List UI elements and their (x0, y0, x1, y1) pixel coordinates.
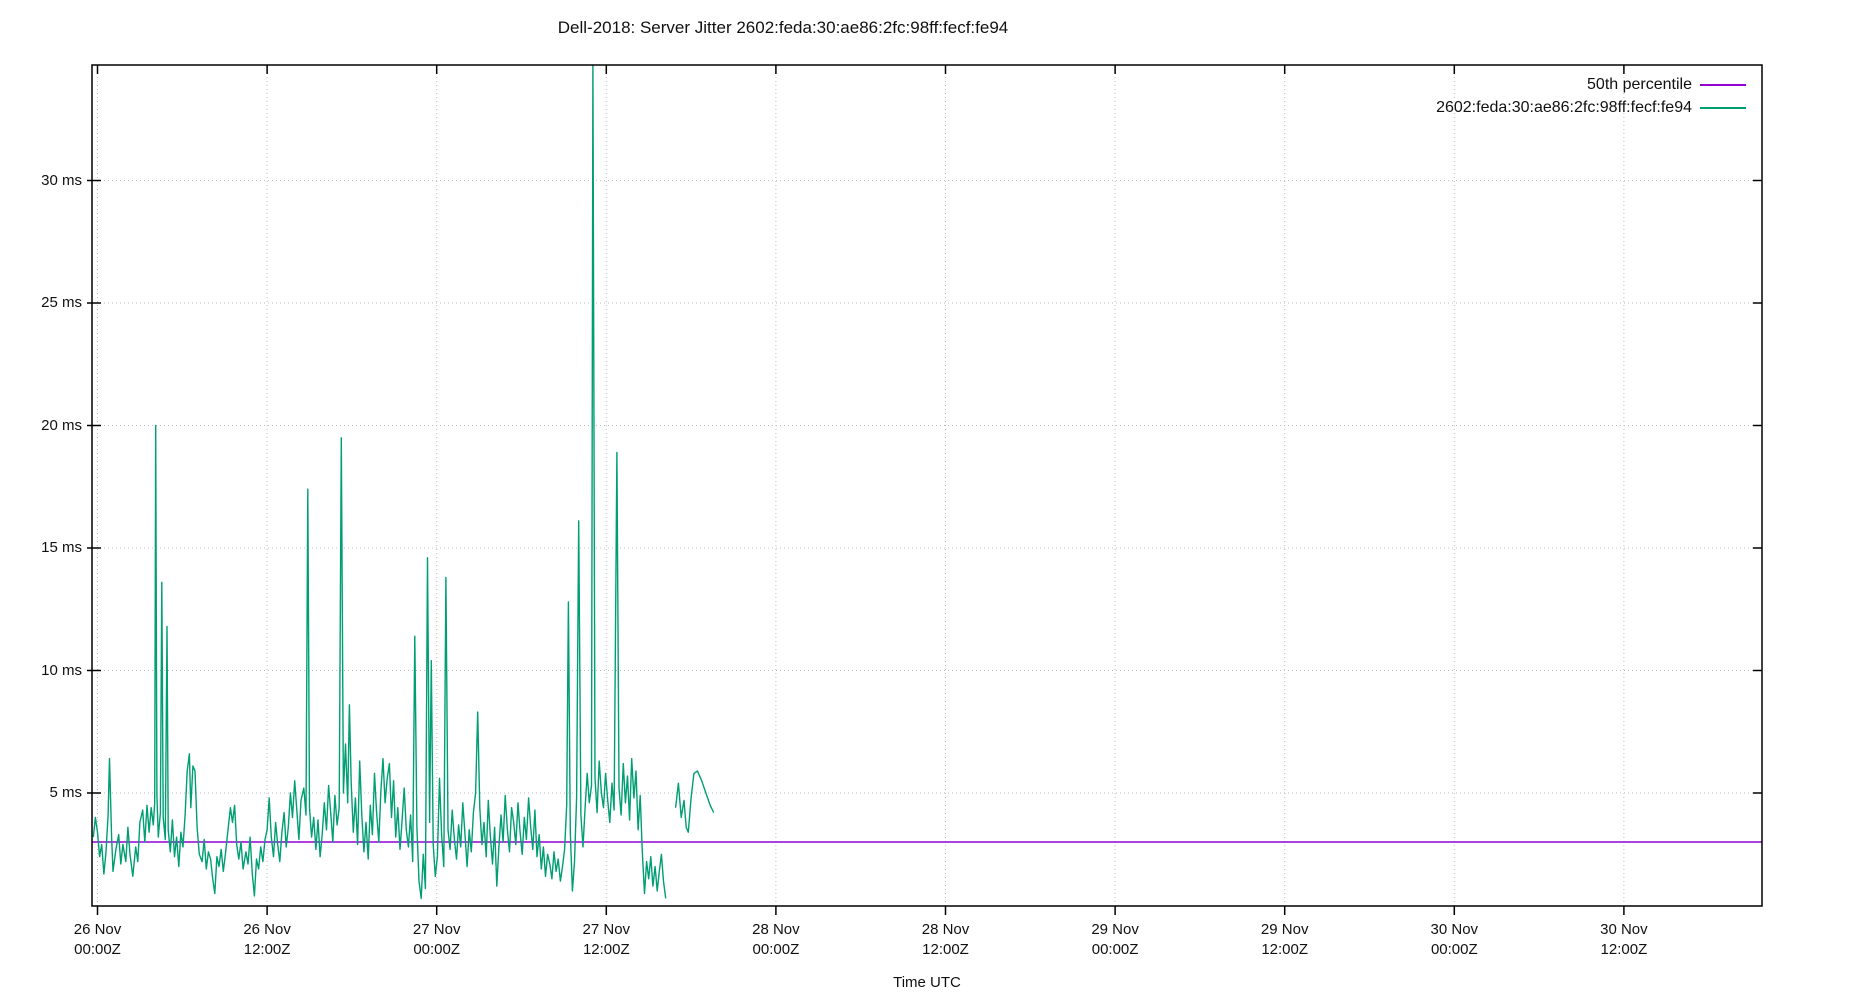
y-tick-label: 15 ms (41, 539, 82, 556)
x-tick-label: 30 Nov 00:00Z (1430, 921, 1479, 958)
y-tick-label: 10 ms (41, 661, 82, 679)
series-line-swatch (1700, 106, 1746, 109)
y-tick-label: 30 ms (41, 171, 82, 189)
x-tick-time: 00:00Z (413, 941, 461, 958)
series-line (92, 65, 715, 900)
y-tick-label: 5 ms (49, 784, 82, 801)
x-tick-label: 26 Nov 00:00Z (73, 921, 122, 958)
x-tick-label: 28 Nov 12:00Z (921, 921, 970, 958)
grid-lines (92, 65, 1762, 906)
legend-row-percentile: 50th percentile (1587, 75, 1746, 94)
tick-marks (87, 65, 1762, 915)
legend-row-host: 2602:feda:30:ae86:2fc:98ff:fecf:fe94 (1436, 98, 1746, 117)
x-tick-time: 12:00Z (1600, 941, 1648, 958)
x-tick-label: 27 Nov 12:00Z (582, 921, 631, 958)
x-axis-title: Time UTC (893, 974, 961, 991)
x-tick-label: 30 Nov 12:00Z (1600, 921, 1648, 958)
plot-border (91, 64, 1763, 907)
legend-label-percentile: 50th percentile (1587, 75, 1692, 93)
percentile-line-swatch (1700, 83, 1746, 86)
y-tick-label: 20 ms (41, 416, 82, 434)
x-tick-time: 12:00Z (1261, 941, 1309, 958)
x-tick-time: 12:00Z (243, 941, 291, 958)
x-tick-label: 26 Nov 12:00Z (243, 921, 291, 958)
x-tick-label: 27 Nov 00:00Z (412, 921, 461, 958)
x-tick-time: 00:00Z (752, 941, 800, 958)
x-tick-time: 00:00Z (1091, 941, 1139, 958)
x-tick-label: 29 Nov 00:00Z (1091, 921, 1139, 958)
x-tick-time: 00:00Z (74, 941, 121, 958)
x-tick-time: 12:00Z (582, 941, 630, 958)
x-tick-label: 28 Nov 00:00Z (752, 921, 800, 958)
y-tick-label: 25 ms (41, 294, 82, 311)
x-tick-label: 29 Nov 12:00Z (1260, 921, 1309, 958)
legend-label-host: 2602:feda:30:ae86:2fc:98ff:fecf:fe94 (1436, 98, 1692, 116)
x-tick-time: 12:00Z (922, 941, 969, 958)
chart-title: Dell-2018: Server Jitter 2602:feda:30:ae… (557, 18, 1009, 37)
legend: 50th percentile 2602:feda:30:ae86:2fc:98… (1436, 75, 1746, 117)
x-tick-time: 00:00Z (1430, 941, 1478, 958)
